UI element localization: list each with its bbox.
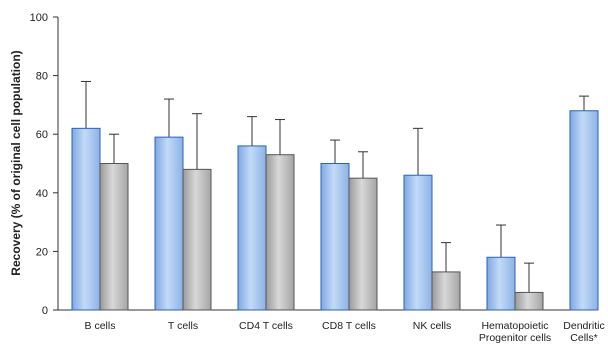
x-tick-label-line: B cells [85,320,116,332]
y-tick-label: 40 [36,188,48,200]
x-tick-label-line: T cells [168,320,198,332]
x-tick-label: Dendritic Cells* [563,320,604,344]
x-tick-label: NK cells [413,320,452,332]
x-tick-label-line: Progenitor cells [479,332,551,344]
plot-area: 0 20 40 60 80 100 B cells T cells CD4 T cells CD8… [30,12,605,344]
bar [487,257,515,310]
bar [515,292,543,310]
bar [183,169,211,310]
y-tick-label: 0 [42,305,48,317]
bar [155,137,183,310]
x-tick-label-line: CD4 T cells [239,320,293,332]
x-tick-label: T cells [168,320,198,332]
bar [404,175,432,310]
y-tick-label: 100 [30,12,48,24]
x-tick-label: CD4 T cells [239,320,293,332]
x-tick-label-line: NK cells [413,320,452,332]
y-tick-label: 80 [36,71,48,83]
x-tick-label: Hematopoietic Progenitor cells [479,320,551,344]
y-tick-label: 60 [36,129,48,141]
x-tick-label: B cells [85,320,116,332]
bar [100,164,128,311]
bar [321,164,349,311]
bar [266,155,294,310]
bar [570,111,598,310]
y-tick-label: 20 [36,246,48,258]
x-tick-label-line: Hematopoietic [481,320,548,332]
x-tick-label-line: CD8 T cells [322,320,376,332]
x-tick-label-line: Cells* [570,332,597,344]
bar [349,178,377,310]
x-tick-label: CD8 T cells [322,320,376,332]
x-tick-label-line: Dendritic [563,320,604,332]
bar [72,128,100,310]
y-axis-label: Recovery (% of original cell population) [9,50,23,275]
bar [238,146,266,310]
bar [432,272,460,310]
